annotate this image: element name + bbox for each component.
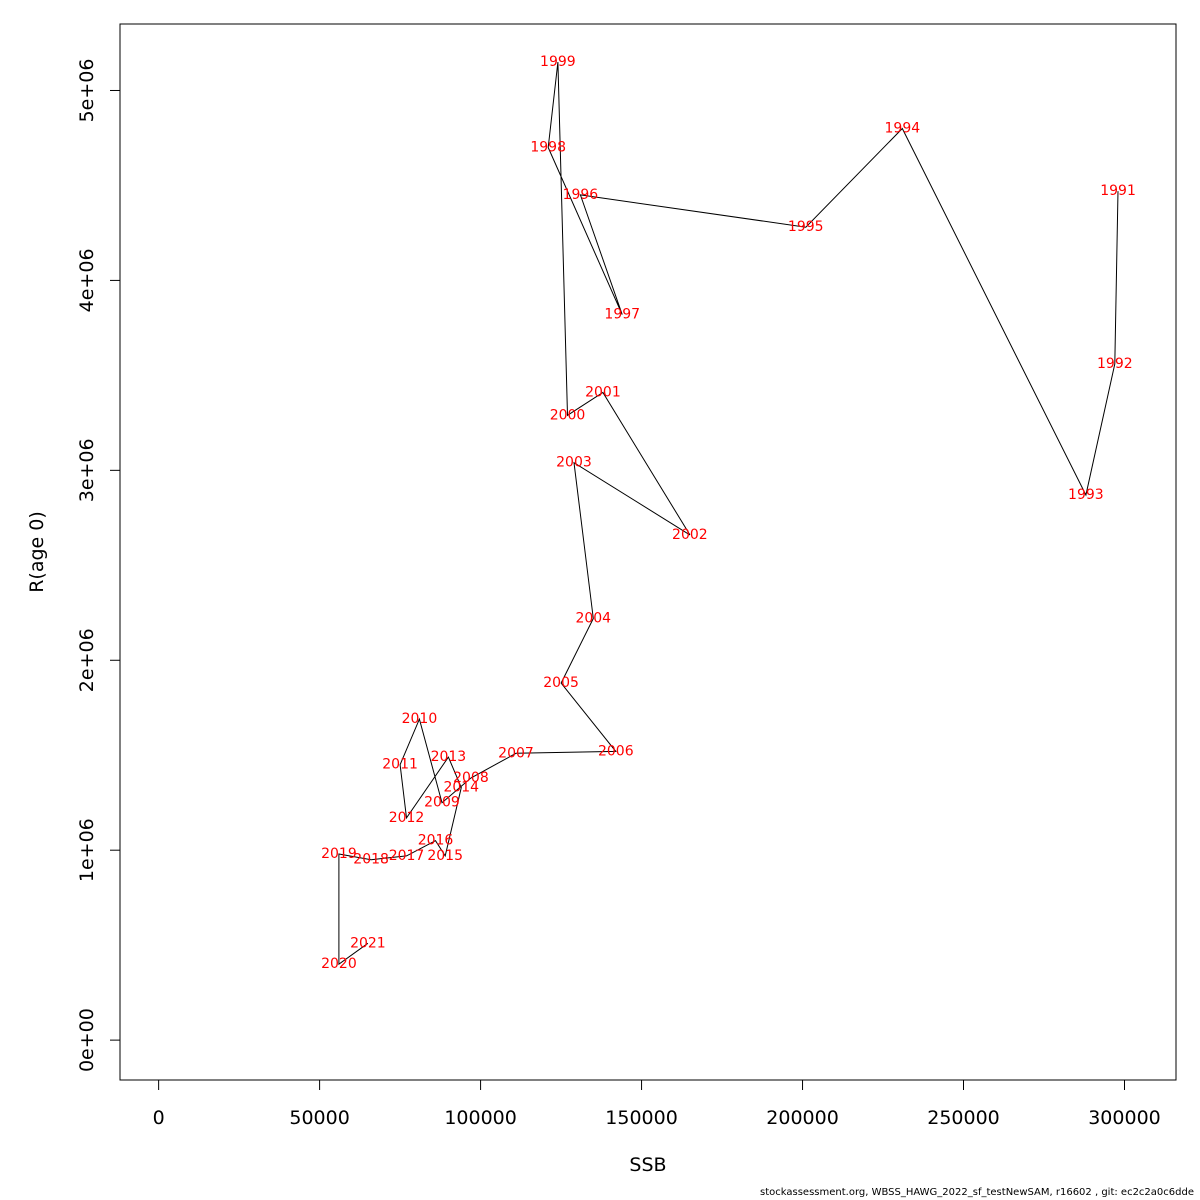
y-tick-label: 4e+06 — [76, 248, 98, 312]
year-label-2010: 2010 — [402, 711, 438, 727]
year-label-1999: 1999 — [540, 54, 576, 70]
x-tick-label: 200000 — [766, 1107, 839, 1129]
year-label-2012: 2012 — [389, 810, 425, 826]
y-tick-label: 2e+06 — [76, 628, 98, 692]
x-tick-label: 0 — [153, 1107, 165, 1129]
year-labels: 1991 1992 1993 1994 1995 1996 1997 1998 1999 2000… — [321, 54, 1136, 972]
x-tick-label: 300000 — [1088, 1107, 1161, 1129]
year-label-1991: 1991 — [1100, 183, 1136, 199]
year-label-1996: 1996 — [563, 187, 599, 203]
year-label-2021: 2021 — [350, 935, 386, 951]
x-tick-label: 50000 — [289, 1107, 349, 1129]
year-label-2002: 2002 — [672, 527, 708, 543]
year-label-2016: 2016 — [418, 833, 454, 849]
year-label-2017: 2017 — [389, 848, 425, 864]
x-tick-label: 150000 — [605, 1107, 678, 1129]
trajectory-line — [338, 61, 1119, 966]
year-label-1997: 1997 — [604, 307, 640, 323]
year-label-2008: 2008 — [453, 770, 489, 786]
year-label-1993: 1993 — [1068, 487, 1104, 503]
year-label-2018: 2018 — [353, 852, 389, 868]
year-label-2005: 2005 — [543, 675, 579, 691]
year-label-2009: 2009 — [424, 795, 460, 811]
year-label-2001: 2001 — [585, 384, 621, 400]
year-label-1998: 1998 — [530, 139, 566, 155]
year-label-1992: 1992 — [1097, 356, 1133, 372]
plot-frame — [119, 23, 1177, 1081]
year-label-2013: 2013 — [431, 749, 467, 765]
y-tick-label: 5e+06 — [76, 59, 98, 123]
year-label-2019: 2019 — [321, 846, 357, 862]
x-axis-title: SSB — [629, 1154, 666, 1176]
x-tick-label: 250000 — [927, 1107, 1000, 1129]
year-label-2006: 2006 — [598, 743, 634, 759]
year-label-2014: 2014 — [443, 780, 479, 796]
year-label-2007: 2007 — [498, 745, 534, 761]
y-axis-title: R(age 0) — [26, 511, 48, 593]
year-label-1994: 1994 — [885, 120, 921, 136]
year-label-2015: 2015 — [427, 848, 463, 864]
y-axis: 0e+00 1e+06 2e+06 3e+06 4e+06 5e+06 — [76, 59, 121, 1072]
footer-credit: stockassessment.org, WBSS_HAWG_2022_sf_t… — [760, 1187, 1194, 1198]
y-tick-label: 3e+06 — [76, 438, 98, 502]
y-tick-label: 1e+06 — [76, 818, 98, 882]
year-label-1995: 1995 — [788, 219, 824, 235]
x-tick-label: 100000 — [444, 1107, 517, 1129]
year-label-2004: 2004 — [575, 610, 611, 626]
y-tick-label: 0e+00 — [76, 1008, 98, 1072]
year-label-2003: 2003 — [556, 455, 592, 471]
trajectory-series — [338, 61, 1119, 966]
year-label-2020: 2020 — [321, 956, 357, 972]
year-label-2000: 2000 — [550, 407, 586, 423]
year-label-2011: 2011 — [382, 757, 418, 773]
x-axis: 0 50000 100000 150000 200000 250000 300000 — [153, 1079, 1161, 1129]
